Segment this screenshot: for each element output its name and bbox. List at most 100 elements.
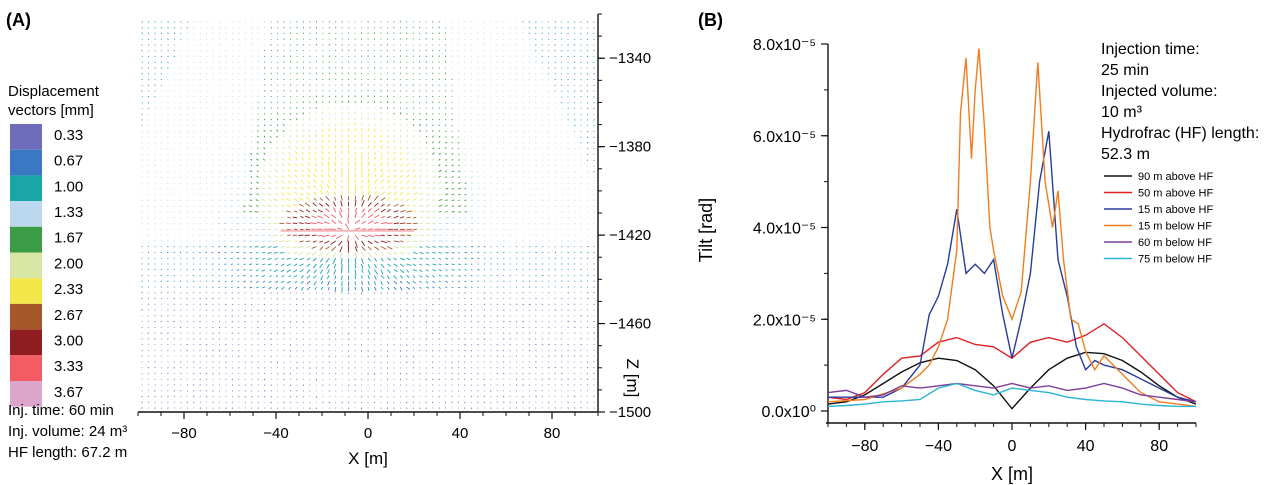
displacement-vector xyxy=(141,338,143,340)
displacement-vector xyxy=(294,191,298,196)
displacement-vector xyxy=(528,384,531,386)
displacement-vector xyxy=(314,151,317,155)
displacement-vector xyxy=(167,32,169,35)
displacement-vector xyxy=(274,169,279,173)
displacement-vector xyxy=(528,372,531,375)
displacement-vector xyxy=(230,193,233,196)
displacement-vector xyxy=(490,159,492,161)
displacement-vector xyxy=(267,187,272,190)
displacement-vector xyxy=(419,269,423,273)
displacement-vector xyxy=(205,159,208,161)
displacement-vector xyxy=(141,378,143,380)
displacement-vector xyxy=(380,178,385,184)
displacement-vector xyxy=(212,372,214,375)
displacement-vector xyxy=(199,49,201,52)
displacement-vector xyxy=(477,44,479,46)
displacement-vector xyxy=(263,147,266,150)
displacement-vector xyxy=(445,164,448,167)
displacement-vector xyxy=(326,190,330,196)
displacement-vector xyxy=(489,401,492,404)
displacement-vector xyxy=(238,72,240,75)
displacement-vector xyxy=(279,240,285,243)
displacement-vector xyxy=(432,181,436,184)
displacement-vector xyxy=(451,326,454,329)
displacement-vector xyxy=(567,27,569,29)
displacement-vector xyxy=(262,176,266,178)
displacement-vector xyxy=(580,395,582,398)
displacement-vector xyxy=(218,73,221,75)
displacement-vector xyxy=(267,210,272,213)
displacement-vector xyxy=(509,355,511,358)
displacement-vector xyxy=(231,344,234,346)
displacement-vector xyxy=(299,186,304,190)
displacement-vector xyxy=(167,90,169,92)
displacement-vector xyxy=(496,90,498,92)
displacement-vector xyxy=(186,355,188,357)
displacement-vector xyxy=(477,401,479,404)
displacement-vector xyxy=(304,215,311,219)
displacement-vector xyxy=(541,107,544,109)
displacement-vector xyxy=(167,147,169,150)
displacement-vector xyxy=(244,361,246,363)
displacement-vector xyxy=(425,152,428,155)
y-tick-label: 8.0x10⁻⁵ xyxy=(753,37,816,54)
displacement-vector xyxy=(314,140,317,144)
displacement-vector xyxy=(522,297,524,300)
displacement-vector xyxy=(425,269,429,272)
displacement-vector xyxy=(320,280,324,285)
displacement-vector xyxy=(192,366,195,369)
displacement-vector xyxy=(218,21,221,23)
displacement-vector xyxy=(547,21,550,23)
displacement-vector xyxy=(573,332,576,334)
displacement-vector xyxy=(231,84,234,86)
displacement-vector xyxy=(528,44,531,46)
displacement-vector xyxy=(445,263,449,266)
displacement-vector xyxy=(361,167,363,172)
displacement-vector xyxy=(374,191,377,196)
displacement-vector xyxy=(186,142,188,144)
displacement-vector xyxy=(294,257,298,261)
displacement-vector xyxy=(205,67,208,69)
displacement-vector xyxy=(528,401,531,403)
displacement-vector xyxy=(458,193,461,196)
displacement-vector xyxy=(218,303,221,306)
displacement-vector xyxy=(548,372,550,374)
displacement-vector xyxy=(573,67,576,69)
displacement-vector xyxy=(273,246,278,248)
displacement-vector xyxy=(586,389,589,392)
displacement-vector xyxy=(451,90,453,92)
displacement-vector xyxy=(281,246,285,248)
displacement-vector xyxy=(238,95,240,98)
displacement-vector xyxy=(361,161,363,167)
displacement-vector xyxy=(321,140,324,144)
displacement-vector xyxy=(225,107,227,109)
colorbar-value-label: 3.00 xyxy=(54,333,83,350)
displacement-vector xyxy=(154,32,156,35)
displacement-vector xyxy=(257,320,259,323)
displacement-vector xyxy=(374,234,381,237)
displacement-vector xyxy=(509,297,512,300)
displacement-vector xyxy=(320,184,324,190)
displacement-vector xyxy=(560,332,563,334)
displacement-vector xyxy=(548,50,550,52)
displacement-vector xyxy=(308,145,311,150)
displacement-vector xyxy=(548,119,550,121)
displacement-vector xyxy=(477,320,479,323)
displacement-vector xyxy=(490,326,492,329)
displacement-vector xyxy=(218,136,221,138)
displacement-vector xyxy=(231,315,234,317)
displacement-vector xyxy=(199,170,201,173)
displacement-vector xyxy=(483,390,485,392)
displacement-vector xyxy=(515,384,518,386)
displacement-vector xyxy=(141,50,143,52)
displacement-vector xyxy=(231,113,234,115)
displacement-vector xyxy=(367,269,371,275)
displacement-vector xyxy=(457,90,460,92)
displacement-vector xyxy=(173,73,176,75)
displacement-vector xyxy=(457,113,460,115)
displacement-vector xyxy=(334,135,337,138)
x-tick-label: 80 xyxy=(1150,438,1168,455)
displacement-vector xyxy=(186,378,188,380)
displacement-vector xyxy=(192,84,195,86)
displacement-vector xyxy=(225,378,227,380)
